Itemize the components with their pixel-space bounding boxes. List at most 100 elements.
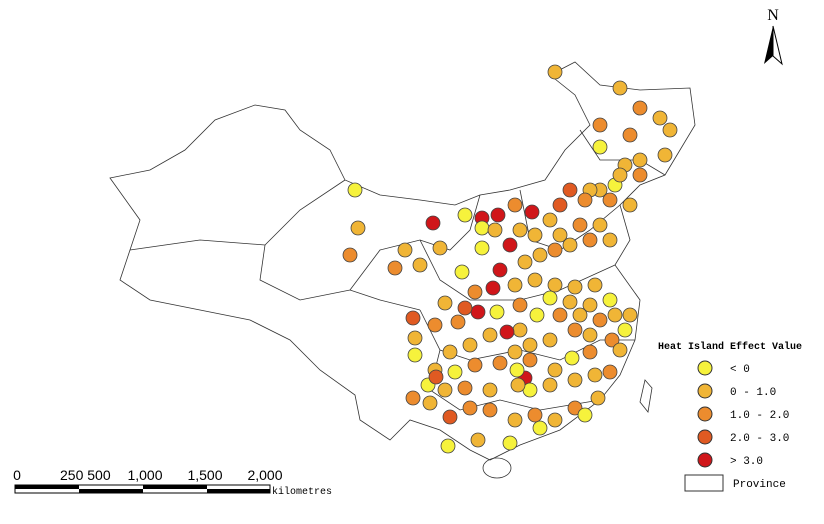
city-point [632,167,648,183]
scale-unit: kilometres [272,486,332,498]
city-point [487,222,503,238]
city-point [387,260,403,276]
city-point [407,330,423,346]
city-point [617,322,633,338]
city-point [632,100,648,116]
legend-label: 0 - 1.0 [730,387,776,399]
city-point [412,257,428,273]
legend-label: 1.0 - 2.0 [730,410,789,422]
city-point [602,192,618,208]
legend-swatch [697,360,713,376]
north-arrow: N [764,7,783,66]
city-point [612,80,628,96]
city-point [440,438,456,454]
city-point [612,342,628,358]
city-point [457,207,473,223]
city-point [582,232,598,248]
city-point [467,284,483,300]
city-point [552,197,568,213]
city-point [564,350,580,366]
city-point [482,402,498,418]
city-point [662,122,678,138]
city-point [405,390,421,406]
city-point [622,197,638,213]
city-point [482,327,498,343]
city-point [407,347,423,363]
city-point [437,382,453,398]
scale-label: 0 [13,467,21,483]
city-point [347,182,363,198]
city-point [474,240,490,256]
city-point [397,242,413,258]
city-point [562,237,578,253]
city-point [632,152,648,168]
city-point [512,322,528,338]
city-point [510,377,526,393]
city-point [457,380,473,396]
city-point [604,332,620,348]
city-point [502,237,518,253]
city-point [592,217,608,233]
city-point [572,307,588,323]
city-point [350,220,366,236]
city-point [454,264,470,280]
city-point [547,277,563,293]
legend-label: 2.0 - 3.0 [730,433,789,445]
city-point [432,240,448,256]
city-point [657,147,673,163]
city-point [552,227,568,243]
city-point [507,197,523,213]
city-point [512,222,528,238]
city-point [342,247,358,263]
city-point [470,432,486,448]
city-point [502,435,518,451]
city-point [602,232,618,248]
city-point [507,412,523,428]
city-point [542,290,558,306]
city-point [527,227,543,243]
city-point [542,332,558,348]
scale-bar: kilometres 0 250 500 1,000 1,500 2,000 [13,467,332,498]
scale-label: 1,000 [127,467,162,483]
city-point [507,277,523,293]
scale-label: 1,500 [187,467,222,483]
city-point [450,314,466,330]
city-point [492,262,508,278]
legend-swatch [697,452,713,468]
legend-label: > 3.0 [730,456,763,468]
city-point [524,204,540,220]
city-point [592,139,608,155]
city-point [607,307,623,323]
city-point [567,372,583,388]
city-point [492,355,508,371]
city-point [522,337,538,353]
city-point [622,307,638,323]
city-point [602,364,618,380]
city-point [527,407,543,423]
city-point [482,382,498,398]
city-point [582,297,598,313]
city-point [567,279,583,295]
city-point [522,352,538,368]
city-point [582,344,598,360]
city-point [462,400,478,416]
city-point [442,344,458,360]
city-point [447,364,463,380]
city-point [457,300,473,316]
city-point [567,322,583,338]
city-point [467,357,483,373]
city-point [509,362,525,378]
city-point [532,420,548,436]
city-point [577,192,593,208]
city-point [547,242,563,258]
city-point [547,362,563,378]
city-point [552,307,568,323]
city-point [428,369,444,385]
city-point [485,280,501,296]
city-point [577,407,593,423]
scale-label: 2,000 [247,467,282,483]
city-point [462,337,478,353]
city-point [612,167,628,183]
province-label: Province [733,479,786,491]
city-point [587,277,603,293]
